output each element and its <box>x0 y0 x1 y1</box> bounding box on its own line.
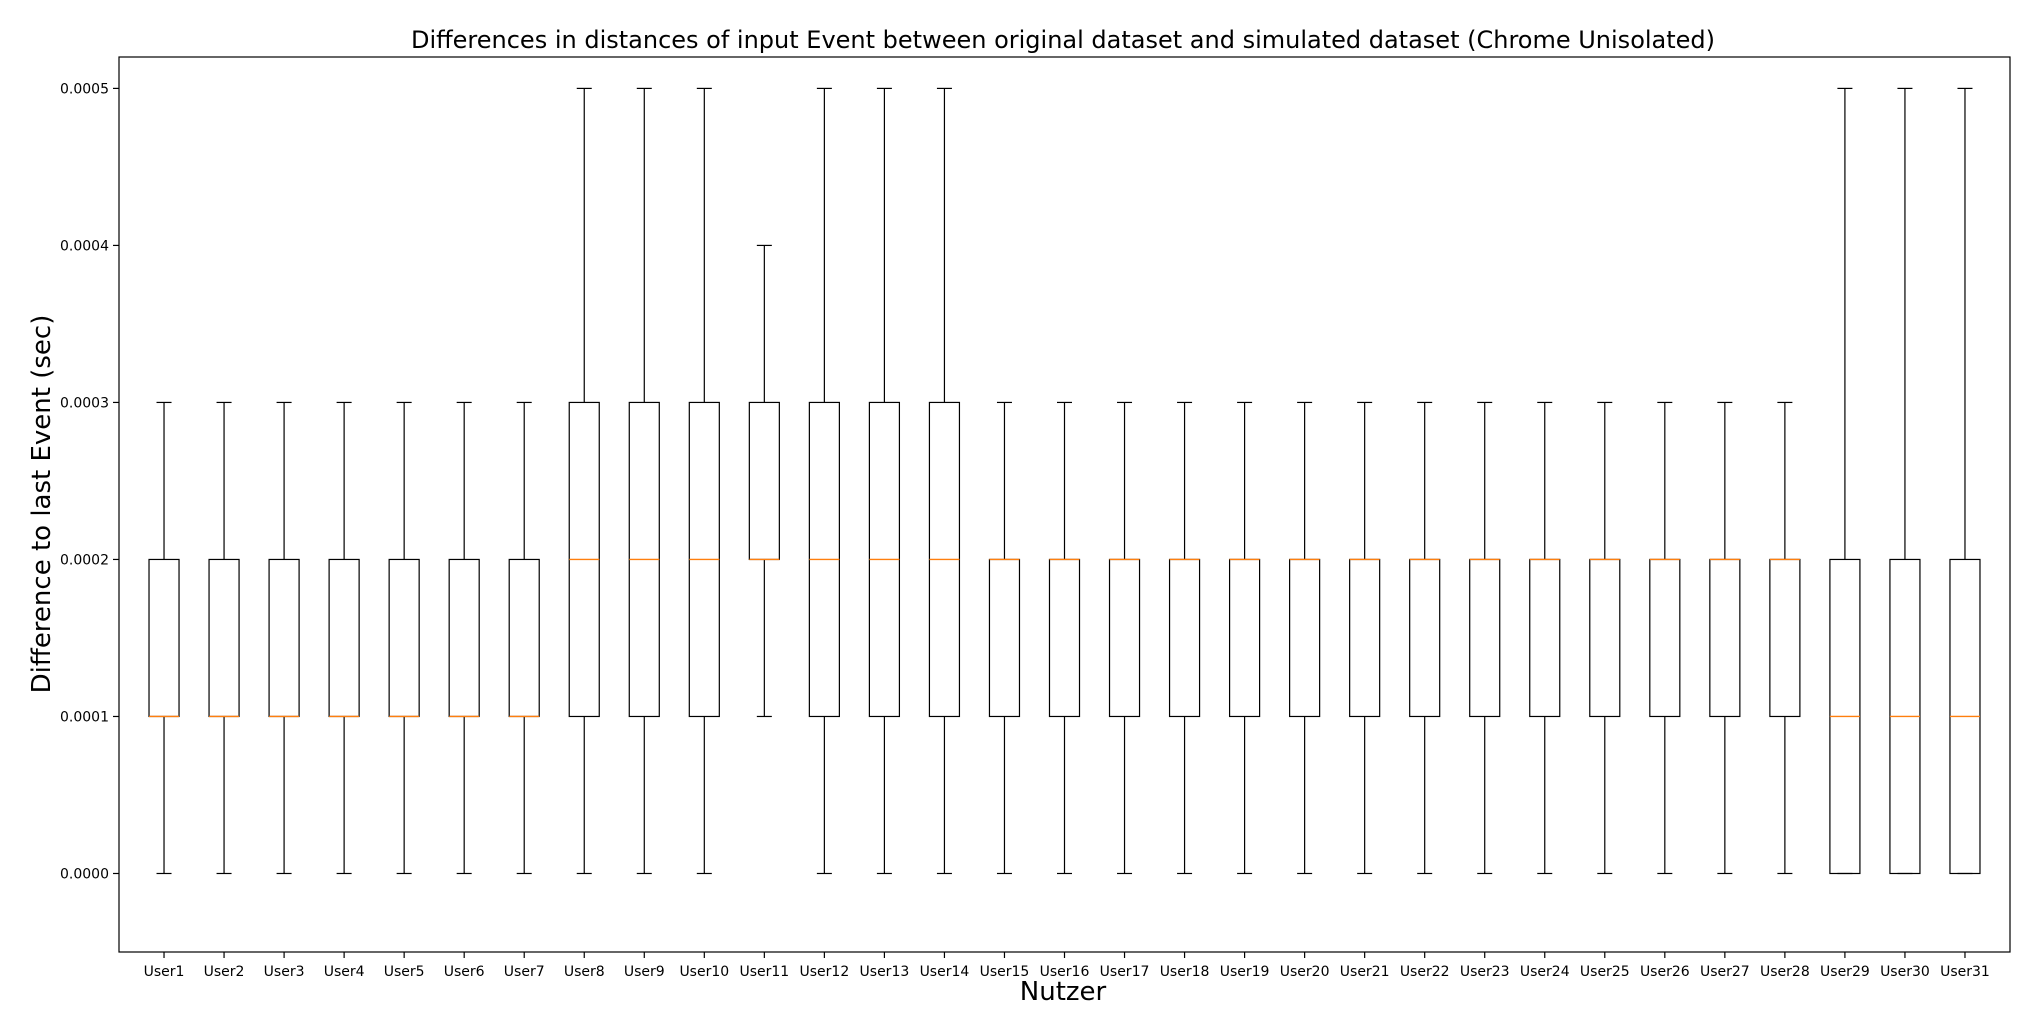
box-iqr <box>1469 558 1501 718</box>
box-iqr <box>208 558 240 718</box>
box-iqr <box>508 558 540 718</box>
x-tick-label: User26 <box>1640 964 1690 980</box>
x-tick-label: User17 <box>1100 964 1150 980</box>
box-user4 <box>328 401 360 875</box>
x-tick-label: User5 <box>384 964 425 980</box>
box-user9 <box>628 87 660 875</box>
y-tick-label: 0.0004 <box>60 238 109 254</box>
x-tick-label: User30 <box>1880 964 1930 980</box>
y-axis-label: Difference to last Event (sec) <box>27 315 57 694</box>
box-iqr <box>1108 558 1141 718</box>
box-iqr <box>1349 558 1381 718</box>
x-tick-label: User25 <box>1580 964 1630 980</box>
x-tick-label: User21 <box>1340 964 1390 980</box>
box-series <box>148 87 1981 875</box>
x-tick-label: User16 <box>1040 964 1090 980</box>
box-user2 <box>208 401 240 875</box>
box-iqr <box>1289 558 1321 718</box>
x-tick-label: User23 <box>1460 964 1510 980</box>
x-tick-label: User3 <box>264 964 305 980</box>
box-user23 <box>1469 401 1501 875</box>
box-user15 <box>988 401 1021 875</box>
box-iqr <box>1168 558 1201 718</box>
box-user19 <box>1228 401 1261 875</box>
box-user27 <box>1709 401 1741 875</box>
x-tick-label: User10 <box>679 964 729 980</box>
box-user7 <box>508 401 540 875</box>
x-tick-label: User11 <box>739 964 789 980</box>
box-user26 <box>1649 401 1681 875</box>
box-user6 <box>448 401 480 875</box>
x-tick-label: User1 <box>144 964 185 980</box>
x-tick-label: User6 <box>444 964 485 980</box>
x-tick-label: User9 <box>624 964 665 980</box>
box-iqr <box>328 558 360 718</box>
box-user21 <box>1349 401 1381 875</box>
box-user14 <box>928 87 961 875</box>
x-tick-label: User7 <box>504 964 545 980</box>
box-iqr <box>268 558 300 718</box>
x-tick-label: User15 <box>980 964 1030 980</box>
box-iqr <box>448 558 480 718</box>
box-user29 <box>1829 87 1861 875</box>
box-iqr <box>1228 558 1261 718</box>
box-user16 <box>1048 401 1081 875</box>
x-tick-label: User18 <box>1160 964 1210 980</box>
box-user11 <box>748 244 780 718</box>
box-user28 <box>1769 401 1801 875</box>
x-tick-label: User8 <box>564 964 605 980</box>
x-axis: User1 User2 User3 User4 User5 User6 User7 User8… <box>144 952 1990 980</box>
box-user22 <box>1409 401 1441 875</box>
x-axis-label: Nutzer <box>1020 977 1107 1007</box>
x-tick-label: User27 <box>1700 964 1750 980</box>
x-tick-label: User20 <box>1280 964 1330 980</box>
y-tick-label: 0.0001 <box>60 709 109 725</box>
x-tick-label: User24 <box>1520 964 1570 980</box>
box-iqr <box>148 558 180 718</box>
x-tick-label: User28 <box>1760 964 1810 980</box>
box-user13 <box>868 87 901 875</box>
chart-title: Differences in distances of input Event … <box>411 26 1715 54</box>
x-tick-label: User12 <box>800 964 850 980</box>
x-tick-label: User22 <box>1400 964 1450 980</box>
box-user10 <box>688 87 720 875</box>
box-iqr <box>1769 558 1801 718</box>
box-user18 <box>1168 401 1201 875</box>
x-tick-label: User31 <box>1940 964 1990 980</box>
box-iqr <box>388 558 420 718</box>
x-tick-label: User4 <box>324 964 365 980</box>
box-iqr <box>1649 558 1681 718</box>
box-iqr <box>748 401 780 561</box>
box-iqr <box>1409 558 1441 718</box>
box-iqr <box>1709 558 1741 718</box>
box-user20 <box>1289 401 1321 875</box>
x-tick-label: User19 <box>1220 964 1270 980</box>
y-tick-label: 0.0000 <box>60 866 109 882</box>
y-axis: 0.0000 0.0001 0.0002 0.0003 0.0004 0.0005 <box>60 81 119 882</box>
box-user5 <box>388 401 420 875</box>
box-user24 <box>1529 401 1561 875</box>
box-user25 <box>1589 401 1621 875</box>
box-user8 <box>568 87 600 875</box>
box-user1 <box>148 401 180 875</box>
box-user31 <box>1949 87 1981 875</box>
y-tick-label: 0.0003 <box>60 395 109 411</box>
x-tick-label: User2 <box>204 964 245 980</box>
x-tick-label: User14 <box>920 964 970 980</box>
x-tick-label: User29 <box>1820 964 1870 980</box>
y-tick-label: 0.0002 <box>60 552 109 568</box>
box-user12 <box>808 87 840 875</box>
box-iqr <box>988 558 1021 718</box>
box-user3 <box>268 401 300 875</box>
box-user30 <box>1889 87 1921 875</box>
box-iqr <box>1529 558 1561 718</box>
box-user17 <box>1108 401 1141 875</box>
x-tick-label: User13 <box>860 964 910 980</box>
y-tick-label: 0.0005 <box>60 81 109 97</box>
box-iqr <box>1048 558 1081 718</box>
box-iqr <box>1589 558 1621 718</box>
